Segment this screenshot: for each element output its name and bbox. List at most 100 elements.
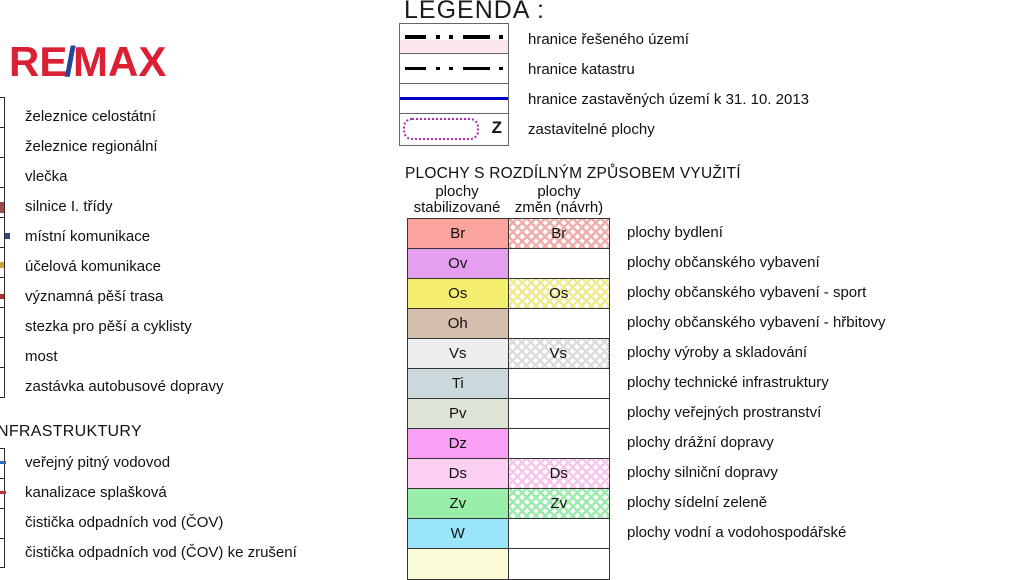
landuse-label: plochy vodní a vodohospodářské — [627, 524, 847, 541]
change-cell: Zv — [508, 489, 609, 518]
infrastructure-legend-item: čistička odpadních vod (ČOV) — [25, 514, 224, 531]
column-header-changes: plochy změn (návrh) — [514, 183, 604, 216]
table-row: Ds Ds — [408, 459, 609, 489]
blue-line-icon — [400, 96, 508, 101]
z-mark: Z — [491, 118, 502, 137]
landuse-label: plochy bydlení — [627, 224, 723, 241]
landuse-table: Br Br Ov Os Os Oh Vs Vs Ti Pv Dz Ds Ds Zv Zv W — [407, 218, 610, 580]
change-cell — [509, 369, 610, 398]
stabilized-cell: Br — [408, 219, 509, 248]
table-row: Pv — [408, 399, 609, 429]
stabilized-cell: Ds — [408, 459, 509, 488]
table-row: Oh — [408, 309, 609, 339]
symbol-boundary-solved-area — [400, 24, 508, 54]
stabilized-cell: Vs — [408, 339, 509, 368]
symbol-cell — [0, 479, 4, 509]
logo-slash-icon: / — [64, 38, 77, 85]
stabilized-cell: Os — [408, 279, 509, 308]
remax-logo: RE/MAX — [9, 38, 166, 86]
symbol-cell — [0, 248, 4, 278]
plochy-section-title: PLOCHY S ROZDÍLNÝM ZPŮSOBEM VYUŽITÍ — [405, 165, 741, 182]
table-row: Os Os — [408, 279, 609, 309]
landuse-label: plochy veřejných prostranství — [627, 404, 822, 421]
transport-legend-item: zastávka autobusové dopravy — [25, 378, 224, 395]
symbol-mark — [4, 233, 10, 239]
legenda-title: LEGENDA : — [404, 0, 545, 24]
stabilized-cell — [408, 549, 509, 579]
stabilized-cell: Oh — [408, 309, 509, 338]
transport-legend-item: vlečka — [25, 168, 68, 185]
change-cell — [509, 549, 610, 579]
symbol-cell — [0, 368, 4, 397]
symbol-column-infrastructure — [0, 448, 5, 568]
landuse-label: plochy výroby a skladování — [627, 344, 808, 361]
change-cell — [509, 249, 610, 278]
symbol-developable-areas: Z — [400, 114, 508, 144]
symbol-cell — [0, 509, 4, 539]
landuse-label: plochy technické infrastruktury — [627, 374, 829, 391]
symbol-cell — [0, 308, 4, 338]
stabilized-cell: Pv — [408, 399, 509, 428]
logo-re: RE — [9, 38, 68, 85]
change-cell — [509, 519, 610, 548]
dashdot-line-icon — [405, 35, 503, 39]
change-cell — [509, 429, 610, 458]
dashdot-line-icon — [405, 66, 503, 71]
symbol-cell — [0, 539, 4, 567]
symbol-mark — [0, 490, 6, 494]
transport-legend-item: silnice I. třídy — [25, 198, 113, 215]
transport-legend-item: stezka pro pěší a cyklisty — [25, 318, 192, 335]
landuse-label: plochy občanského vybavení - sport — [627, 284, 867, 301]
symbol-cadastre-boundary — [400, 54, 508, 84]
landuse-label: plochy občanského vybavení — [627, 254, 820, 271]
transport-legend-item: železnice celostátní — [25, 108, 156, 125]
stabilized-cell: Ov — [408, 249, 509, 278]
symbol-cell — [0, 338, 4, 368]
logo-max: MAX — [73, 38, 167, 85]
change-cell — [509, 309, 610, 338]
table-row: Vs Vs — [408, 339, 609, 369]
symbol-mark — [0, 293, 4, 299]
transport-legend-item: místní komunikace — [25, 228, 151, 245]
symbol-mark — [0, 460, 6, 464]
legenda-label: zastavitelné plochy — [528, 121, 655, 138]
change-cell: Vs — [508, 339, 609, 368]
transport-legend-item: most — [25, 348, 58, 365]
infrastructure-legend-item: čistička odpadních vod (ČOV) ke zrušení — [25, 544, 297, 561]
transport-legend-item: účelová komunikace — [25, 258, 161, 275]
legenda-label: hranice řešeného území — [528, 31, 689, 48]
legenda-label: hranice katastru — [528, 61, 635, 78]
symbol-cell — [0, 188, 4, 218]
symbol-cell — [0, 449, 4, 479]
symbol-mark — [0, 202, 4, 213]
symbol-cell — [0, 158, 4, 188]
column-header-stabilized: plochy stabilizované — [413, 183, 501, 216]
legenda-label: hranice zastavěných území k 31. 10. 2013 — [528, 91, 810, 108]
table-row: Zv Zv — [408, 489, 609, 519]
transport-legend-item: železnice regionální — [25, 138, 158, 155]
table-row: Ov — [408, 249, 609, 279]
infrastructure-heading: NFRASTRUKTURY — [0, 423, 142, 440]
landuse-label: plochy občanského vybavení - hřbitovy — [627, 314, 886, 331]
landuse-label: plochy sídelní zeleně — [627, 494, 768, 511]
symbol-cell — [0, 218, 4, 248]
table-row — [408, 549, 609, 579]
table-row: Br Br — [408, 219, 609, 249]
legenda-symbol-box: Z — [399, 23, 509, 146]
symbol-mark — [0, 262, 4, 268]
symbol-builtup-boundary — [400, 84, 508, 114]
stabilized-cell: Dz — [408, 429, 509, 458]
table-row: Ti — [408, 369, 609, 399]
infrastructure-legend-item: veřejný pitný vodovod — [25, 454, 171, 471]
change-cell: Br — [508, 219, 609, 248]
table-row: Dz — [408, 429, 609, 459]
landuse-label: plochy silniční dopravy — [627, 464, 778, 481]
stabilized-cell: Ti — [408, 369, 509, 398]
transport-legend-item: významná pěší trasa — [25, 288, 164, 305]
change-cell: Os — [508, 279, 609, 308]
landuse-label: plochy drážní dopravy — [627, 434, 774, 451]
pink-fill — [400, 40, 508, 53]
infrastructure-legend-item: kanalizace splašková — [25, 484, 167, 501]
symbol-cell — [0, 278, 4, 308]
symbol-cell — [0, 128, 4, 158]
